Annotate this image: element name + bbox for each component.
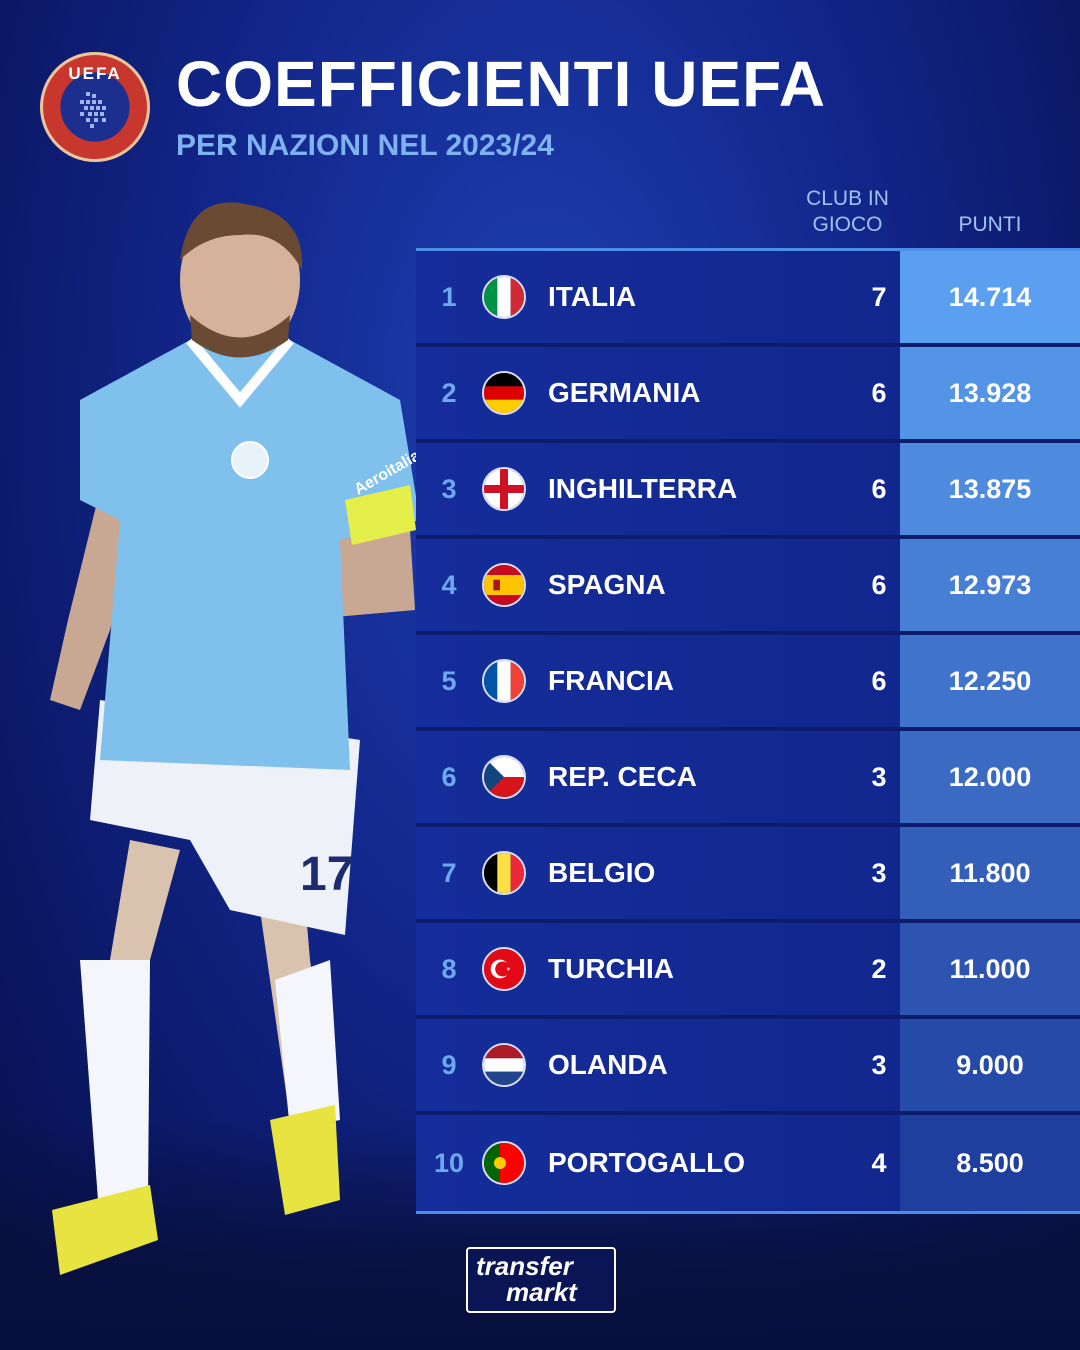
row-points: 9.000 <box>900 1019 1080 1111</box>
row-country: PORTOGALLO <box>548 1147 746 1178</box>
row-points: 11.800 <box>900 827 1080 919</box>
row-points: 12.250 <box>900 635 1080 727</box>
table-row: 5 FRANCIA 6 12.250 <box>416 635 1080 731</box>
column-header-points: PUNTI <box>958 213 1022 236</box>
spain-flag-icon <box>482 563 526 607</box>
column-header-clubs: CLUB IN GIOCO <box>806 187 889 236</box>
row-clubs: 6 <box>871 377 887 408</box>
table-row: 8 TURCHIA 2 11.000 <box>416 923 1080 1019</box>
row-clubs: 6 <box>871 473 887 504</box>
row-country: ITALIA <box>548 281 637 312</box>
row-points: 14.714 <box>900 251 1080 343</box>
row-rank: 2 <box>441 377 457 408</box>
row-clubs: 4 <box>871 1147 887 1178</box>
row-country: FRANCIA <box>548 665 674 696</box>
netherlands-flag-icon <box>482 1043 526 1087</box>
row-clubs: 3 <box>871 1049 887 1080</box>
player-illustration: 17 Aeroitalia <box>50 202 423 1275</box>
row-country: BELGIO <box>548 857 656 888</box>
table-row: 6 REP. CECA 3 12.000 <box>416 731 1080 827</box>
row-clubs: 6 <box>871 569 887 600</box>
row-country: INGHILTERRA <box>548 473 738 504</box>
row-country: GERMANIA <box>548 377 701 408</box>
uefa-logo: UEFA <box>40 52 150 162</box>
row-points: 13.928 <box>900 347 1080 439</box>
row-country: REP. CECA <box>548 761 697 792</box>
ranking-table: 1 ITALIA 7 14.714 2 GERMANIA 6 13.928 3 … <box>416 248 1080 1214</box>
row-country: TURCHIA <box>548 953 674 984</box>
row-points: 12.973 <box>900 539 1080 631</box>
row-rank: 9 <box>441 1049 457 1080</box>
row-clubs: 3 <box>871 761 887 792</box>
row-rank: 6 <box>441 761 457 792</box>
row-clubs: 3 <box>871 857 887 888</box>
england-flag-icon <box>482 467 526 511</box>
row-country: SPAGNA <box>548 569 666 600</box>
row-clubs: 2 <box>871 953 887 984</box>
table-row: 4 SPAGNA 6 12.973 <box>416 539 1080 635</box>
table-row: 2 GERMANIA 6 13.928 <box>416 347 1080 443</box>
row-rank: 5 <box>441 665 457 696</box>
page-title: COEFFICIENTI UEFA <box>176 48 826 120</box>
germany-flag-icon <box>482 371 526 415</box>
row-rank: 7 <box>441 857 457 888</box>
europe-map-icon <box>80 92 106 128</box>
row-clubs: 7 <box>871 281 887 312</box>
row-rank: 4 <box>441 569 457 600</box>
table-row: 10 PORTOGALLO 4 8.500 <box>416 1115 1080 1211</box>
france-flag-icon <box>482 659 526 703</box>
belgium-flag-icon <box>482 851 526 895</box>
row-rank: 10 <box>433 1147 465 1178</box>
row-points: 8.500 <box>900 1115 1080 1211</box>
row-clubs: 6 <box>871 665 887 696</box>
shorts-number: 17 <box>300 848 353 901</box>
turkey-flag-icon <box>482 947 526 991</box>
italy-flag-icon <box>482 275 526 319</box>
row-rank: 1 <box>441 281 457 312</box>
brand-line-2: markt <box>506 1277 577 1307</box>
row-points: 13.875 <box>900 443 1080 535</box>
table-row: 7 BELGIO 3 11.800 <box>416 827 1080 923</box>
row-rank: 8 <box>441 953 457 984</box>
row-points: 12.000 <box>900 731 1080 823</box>
logo-text: UEFA <box>68 64 122 83</box>
row-points: 11.000 <box>900 923 1080 1015</box>
portugal-flag-icon <box>482 1141 526 1185</box>
table-row: 9 OLANDA 3 9.000 <box>416 1019 1080 1115</box>
brand-line-1: transfer <box>476 1251 573 1281</box>
transfermarkt-logo: transfer markt <box>466 1247 616 1313</box>
table-row: 1 ITALIA 7 14.714 <box>416 251 1080 347</box>
row-country: OLANDA <box>548 1049 668 1080</box>
table-row: 3 INGHILTERRA 6 13.875 <box>416 443 1080 539</box>
row-rank: 3 <box>441 473 457 504</box>
page-subtitle: PER NAZIONI NEL 2023/24 <box>176 129 554 162</box>
czech-flag-icon <box>482 755 526 799</box>
